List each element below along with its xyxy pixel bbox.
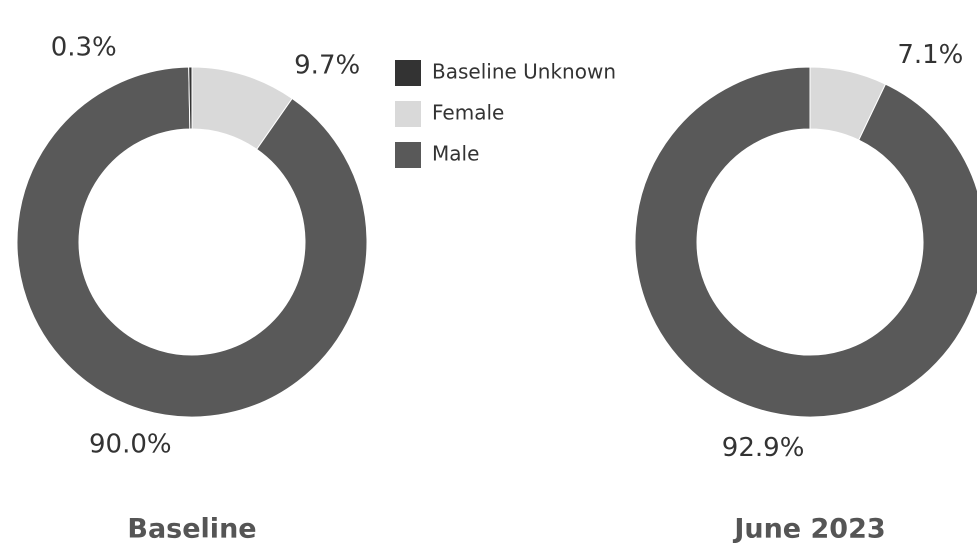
legend-swatch xyxy=(395,101,421,127)
legend-label: Baseline Unknown xyxy=(432,60,616,84)
value-label: 0.3% xyxy=(51,33,117,63)
donut-slice xyxy=(188,66,193,130)
legend-swatch xyxy=(395,142,421,168)
chart-title: June 2023 xyxy=(732,514,885,545)
legend-label: Male xyxy=(432,142,479,166)
value-label: 92.9% xyxy=(722,433,805,463)
value-label: 90.0% xyxy=(89,429,172,459)
value-label: 7.1% xyxy=(897,40,963,70)
chart-title: Baseline xyxy=(127,514,256,545)
value-label: 9.7% xyxy=(294,50,360,80)
donut-slice xyxy=(16,66,368,418)
legend-label: Female xyxy=(432,101,504,125)
legend-swatch xyxy=(395,60,421,86)
donut-slice xyxy=(634,66,977,418)
